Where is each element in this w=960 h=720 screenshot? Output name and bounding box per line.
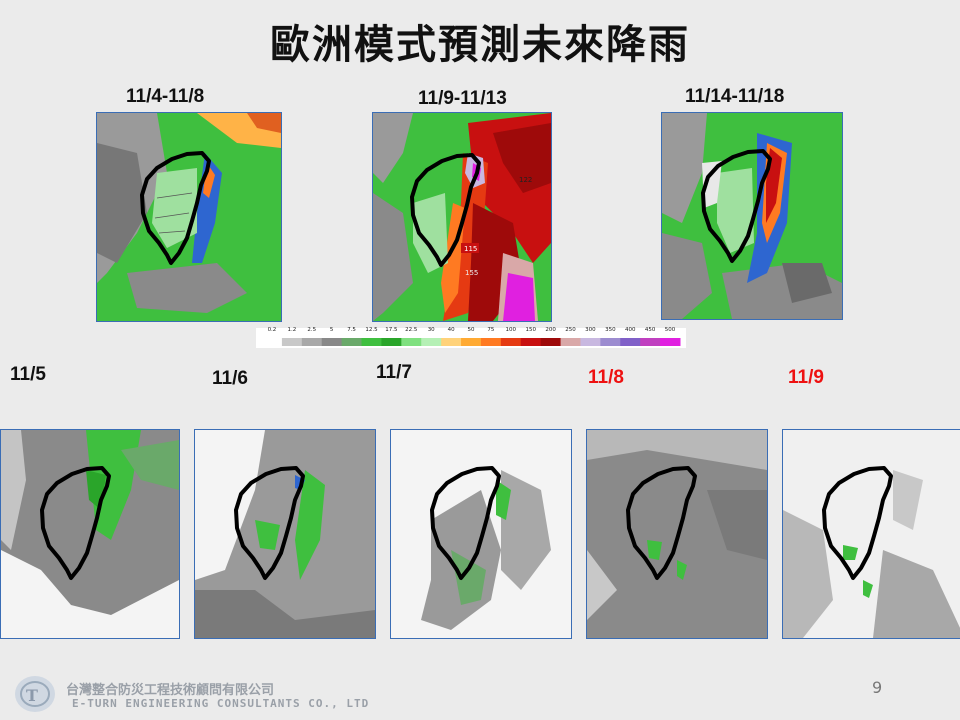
colorbar-swatch xyxy=(520,338,542,346)
colorbar-tick-label: 5 xyxy=(329,327,334,333)
colorbar-swatch xyxy=(500,338,522,346)
colorbar-swatch xyxy=(480,338,502,346)
colorbar-tick-label: 450 xyxy=(644,327,656,333)
colorbar-tick-label: 22.5 xyxy=(405,327,418,333)
rain-map-11-14-to-11-18 xyxy=(661,112,843,320)
top-map-label-1: 11/4-11/8 xyxy=(126,86,205,107)
day-label-11-8: 11/8 xyxy=(588,367,624,388)
rain-map-11-8 xyxy=(586,429,768,639)
colorbar-tick-label: 50 xyxy=(467,327,475,333)
colorbar-tick-label: 500 xyxy=(664,327,676,333)
colorbar-tick-label: 1.2 xyxy=(287,327,297,333)
rainfall-colorbar xyxy=(256,328,686,348)
company-name-zh: 台灣整合防災工程技術顧問有限公司 xyxy=(66,683,275,698)
colorbar-swatch xyxy=(461,338,482,346)
page-number: 9 xyxy=(872,678,883,697)
colorbar-ticks: 0.2 1.2 2.5 5 7.5 12.5 17.5 22.5 30 40 50 75 100 150 2… xyxy=(256,327,686,337)
colorbar-swatch xyxy=(660,338,681,346)
colorbar-swatch xyxy=(301,338,323,346)
colorbar-swatch xyxy=(620,338,641,346)
colorbar-swatch xyxy=(401,338,422,346)
colorbar-swatch xyxy=(540,338,562,346)
top-map-label-2: 11/9-11/13 xyxy=(418,88,507,109)
colorbar-tick-label: 12.5 xyxy=(365,327,378,333)
max-rain-annotation: 155 xyxy=(465,269,478,277)
day-label-11-5: 11/5 xyxy=(10,364,46,385)
rain-map-11-4-to-11-8 xyxy=(96,112,282,322)
colorbar-swatch xyxy=(381,338,402,346)
rain-map-11-5 xyxy=(0,429,180,639)
colorbar-tick-label: 100 xyxy=(505,327,517,333)
colorbar-tick-label: 300 xyxy=(585,327,596,333)
colorbar-swatch xyxy=(281,338,303,346)
day-label-11-6: 11/6 xyxy=(212,368,248,389)
colorbar-tick-label: 75 xyxy=(487,327,495,333)
colorbar-tick-label: 200 xyxy=(545,327,556,333)
rain-map-11-7 xyxy=(390,429,572,639)
rain-map-11-6 xyxy=(194,429,376,639)
day-label-11-9: 11/9 xyxy=(788,367,824,388)
company-name-en: E-TURN ENGINEERING CONSULTANTS CO., LTD xyxy=(72,697,370,710)
colorbar-swatch xyxy=(262,338,283,346)
colorbar-tick-label: 0.2 xyxy=(267,327,277,333)
colorbar-tick-label: 17.5 xyxy=(385,327,398,333)
rain-map-11-9-to-11-13: 122 115 155 xyxy=(372,112,552,322)
colorbar-swatch xyxy=(640,338,661,346)
colorbar-tick-label: 350 xyxy=(605,327,616,333)
top-map-label-3: 11/14-11/18 xyxy=(685,86,785,107)
colorbar-tick-label: 30 xyxy=(427,327,435,333)
colorbar-swatch xyxy=(341,338,363,346)
page-title: 歐洲模式預測未來降雨 xyxy=(270,22,690,68)
colorbar-swatch xyxy=(361,338,382,346)
colorbar-tick-label: 150 xyxy=(525,327,536,333)
max-rain-annotation: 122 xyxy=(519,176,532,184)
colorbar-swatch xyxy=(560,338,581,346)
day-label-11-7: 11/7 xyxy=(376,362,412,383)
colorbar-tick-label: 2.5 xyxy=(307,327,317,333)
colorbar-tick-label: 40 xyxy=(447,327,455,333)
colorbar-swatch xyxy=(421,338,442,346)
max-rain-annotation: 115 xyxy=(464,245,477,253)
colorbar-swatch xyxy=(580,338,601,346)
svg-text:T: T xyxy=(26,686,38,705)
colorbar-tick-label: 400 xyxy=(624,327,636,333)
colorbar-tick-label: 7.5 xyxy=(347,327,356,333)
company-logo: T xyxy=(12,674,58,714)
rain-map-11-9 xyxy=(782,429,960,639)
colorbar-swatch xyxy=(321,338,343,346)
colorbar-swatch xyxy=(441,338,462,346)
colorbar-tick-label: 250 xyxy=(565,327,576,333)
colorbar-swatch xyxy=(600,338,621,346)
